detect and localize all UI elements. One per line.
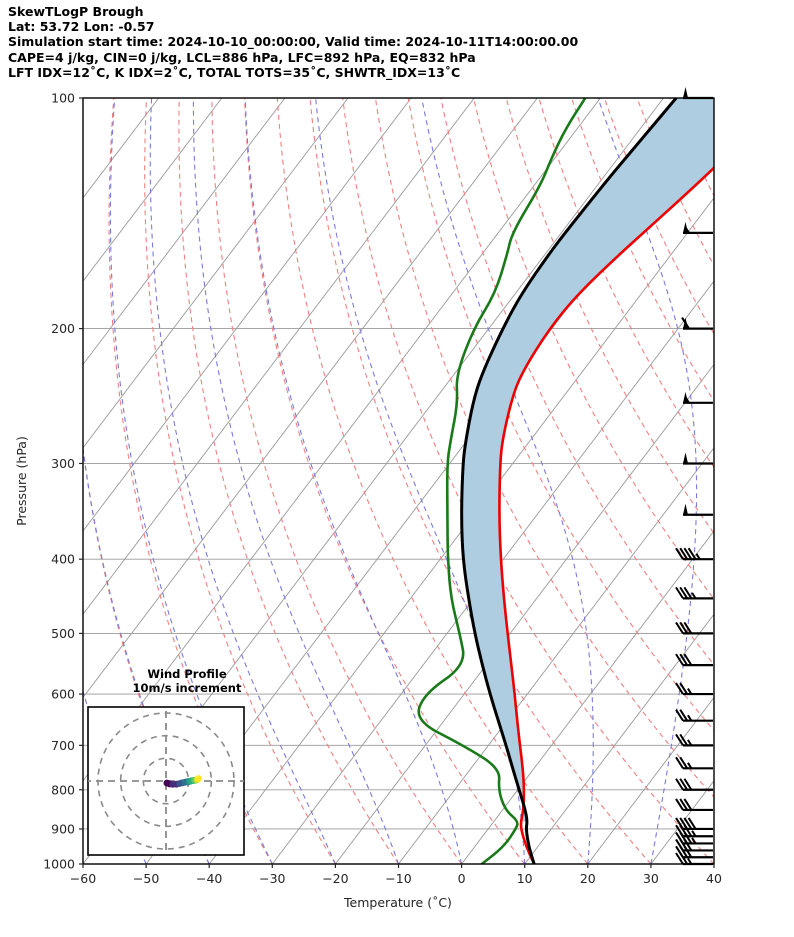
header-indices-line: LFT IDX=12˚C, K IDX=2˚C, TOTAL TOTS=35˚C… [8,64,461,80]
y-axis-label: Pressure (hPa) [14,436,29,526]
temperature-tick-label: 10 [517,871,533,886]
temperature-tick-label: 0 [458,871,466,886]
hodograph-point [195,775,203,782]
header-title: SkewTLogP Brough [8,4,144,19]
wind-barb [675,547,713,561]
x-axis-label: Temperature (˚C) [343,895,452,910]
pressure-tick-label: 400 [51,552,75,567]
wind-profile-inset [87,706,245,856]
wind-barb [683,391,713,404]
temperature-tick-label: 30 [643,871,659,886]
temperature-tick-label: 40 [706,871,722,886]
wind-barb [675,798,713,812]
temperature-tick-label: −20 [322,871,348,886]
wind-barb [675,621,713,635]
pressure-tick-label: 1000 [43,857,75,872]
header-latlon: Lat: 53.72 Lon: -0.57 [8,19,155,35]
pressure-tick-label: 900 [51,821,75,836]
pressure-axis-ticks: 100 200 300 400 500 600 700 800 900 1000 [43,91,83,872]
wind-barb [675,756,713,770]
pressure-tick-label: 600 [51,687,75,702]
wind-barb [675,733,713,747]
wind-profile-title: Wind Profile 10m/s increment [112,667,262,695]
wind-barb [675,778,713,791]
pressure-tick-label: 300 [51,456,75,471]
header-cape-line: CAPE=4 j/kg, CIN=0 j/kg, LCL=886 hPa, LF… [8,49,476,65]
temperature-curve [460,98,678,864]
cape-shaded-area [461,98,714,822]
pressure-tick-label: 200 [51,321,75,336]
dewpoint-curve [417,98,587,864]
temperature-tick-label: −30 [259,871,285,886]
wind-profile-title-line2: 10m/s increment [132,680,242,695]
wind-barb-column [675,87,713,866]
wind-barb [683,87,713,100]
wind-barb [675,653,713,667]
pressure-tick-label: 100 [51,91,75,106]
hodograph-content [88,707,244,855]
wind-barb [681,317,713,330]
wind-barb [675,817,713,831]
temperature-tick-label: −50 [133,871,159,886]
wind-profile-title-line1: Wind Profile [147,667,227,681]
pressure-tick-label: 500 [51,626,75,641]
wind-barb [675,682,713,696]
header-block: SkewTLogP Brough Lat: 53.72 Lon: -0.57 S… [8,4,708,80]
pressure-tick-label: 700 [51,738,75,753]
wind-barb [683,503,713,516]
wind-barb [683,452,713,465]
temperature-tick-label: −40 [196,871,222,886]
wind-barb [683,221,713,234]
wind-barb [675,586,713,600]
parcel-path-curve [498,166,714,864]
temperature-tick-label: −60 [70,871,96,886]
pressure-tick-label: 800 [51,782,75,797]
header-times: Simulation start time: 2024-10-10_00:00:… [8,34,579,50]
temperature-tick-label: −10 [385,871,411,886]
temperature-axis-ticks: −60 −50 −40 −30 −20 −10 0 10 20 30 40 [70,864,722,886]
wind-barb [675,709,713,722]
dry-adiabat-lines [83,98,714,864]
temperature-tick-label: 20 [580,871,596,886]
